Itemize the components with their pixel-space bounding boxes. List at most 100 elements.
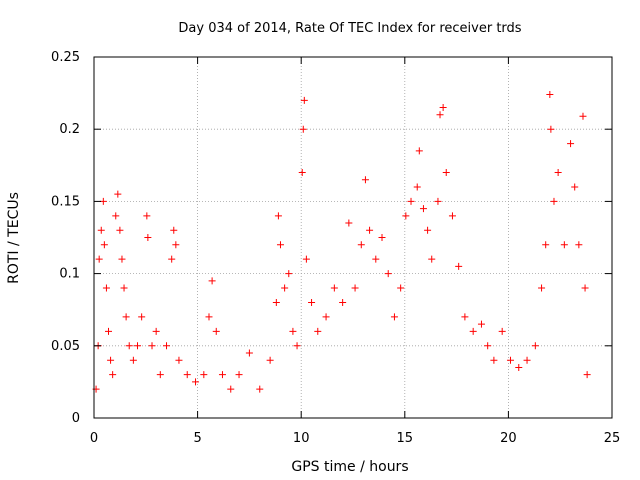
data-point [413,183,421,191]
data-point [302,255,310,263]
data-point [372,255,380,263]
data-point [378,234,386,241]
data-point [554,169,562,177]
data-point [490,356,498,364]
data-point [550,197,558,205]
data-point [156,371,164,379]
x-tick-label: 25 [604,431,621,446]
data-point [175,356,183,364]
data-point [118,255,126,263]
x-tick-label: 15 [397,431,414,446]
data-point [281,284,289,292]
data-point [455,262,463,270]
data-point [384,270,392,278]
data-point [299,125,307,133]
data-point [322,313,330,321]
data-point [583,371,591,379]
data-point [245,349,253,357]
x-tick-label: 20 [500,431,517,446]
data-point [439,104,447,112]
tick-layer: 0 5 10 15 20 25 0 0.05 0.1 0.15 0.2 0.25 [51,50,620,446]
data-point [345,219,353,227]
data-point [293,342,301,350]
data-point [469,327,477,335]
data-point [436,111,444,119]
data-point [200,371,208,379]
y-tick-label: 0.25 [51,50,80,65]
data-point [116,226,124,234]
data-point [134,342,142,350]
data-point [266,356,274,364]
data-point [546,91,554,99]
data-point [461,313,469,321]
data-point [308,298,316,306]
data-point [235,371,243,379]
y-tick-label: 0.15 [51,194,80,209]
data-point [498,327,506,335]
data-point [208,277,216,285]
x-tick-label: 5 [193,431,201,446]
data-point [107,356,115,364]
data-point [523,356,531,364]
data-point [143,212,151,220]
data-point [109,371,117,379]
data-point [351,284,359,292]
chart-title: Day 034 of 2014, Rate Of TEC Index for r… [178,21,521,36]
data-point [424,226,432,234]
data-point [531,342,539,350]
data-point [218,371,226,379]
data-point [205,313,213,321]
data-point [102,284,110,292]
data-point [506,356,514,364]
y-tick-label: 0 [72,411,80,426]
data-point [434,197,442,205]
y-axis-label: ROTI / TECUs [6,192,22,284]
data-point [114,190,122,198]
data-point [274,212,282,220]
data-point [144,234,152,241]
data-point [442,169,450,177]
data-point [256,385,264,393]
data-point [339,298,347,306]
data-point [183,371,191,379]
data-point [448,212,456,220]
data-point [407,197,415,205]
data-point [276,241,284,249]
data-point [579,112,587,120]
data-point [361,176,369,184]
data-point [172,241,180,249]
x-tick-label: 0 [90,431,98,446]
y-tick-label: 0.1 [59,267,80,282]
data-point [120,284,128,292]
data-point [357,241,365,249]
data-point [138,313,146,321]
x-tick-label: 10 [293,431,310,446]
data-point [538,284,546,292]
data-point [170,226,178,234]
data-point [272,298,280,306]
data-point [105,327,113,335]
data-point [542,241,550,249]
data-point [125,342,133,350]
data-point [419,205,427,213]
data-point [148,342,156,350]
data-point [163,342,171,350]
grid-layer [94,57,612,418]
data-point [314,327,322,335]
data-point [515,363,523,371]
data-point [575,241,583,249]
data-point [477,320,485,328]
data-point [95,255,103,263]
data-point [571,183,579,191]
data-point [390,313,398,321]
data-point [298,169,306,177]
data-point [168,255,176,263]
data-point [192,378,200,386]
data-point [152,327,160,335]
y-tick-label: 0.2 [59,122,80,137]
data-point [122,313,130,321]
data-point [227,385,235,393]
data-point [397,284,405,292]
data-point [366,226,374,234]
y-tick-label: 0.05 [51,339,80,354]
